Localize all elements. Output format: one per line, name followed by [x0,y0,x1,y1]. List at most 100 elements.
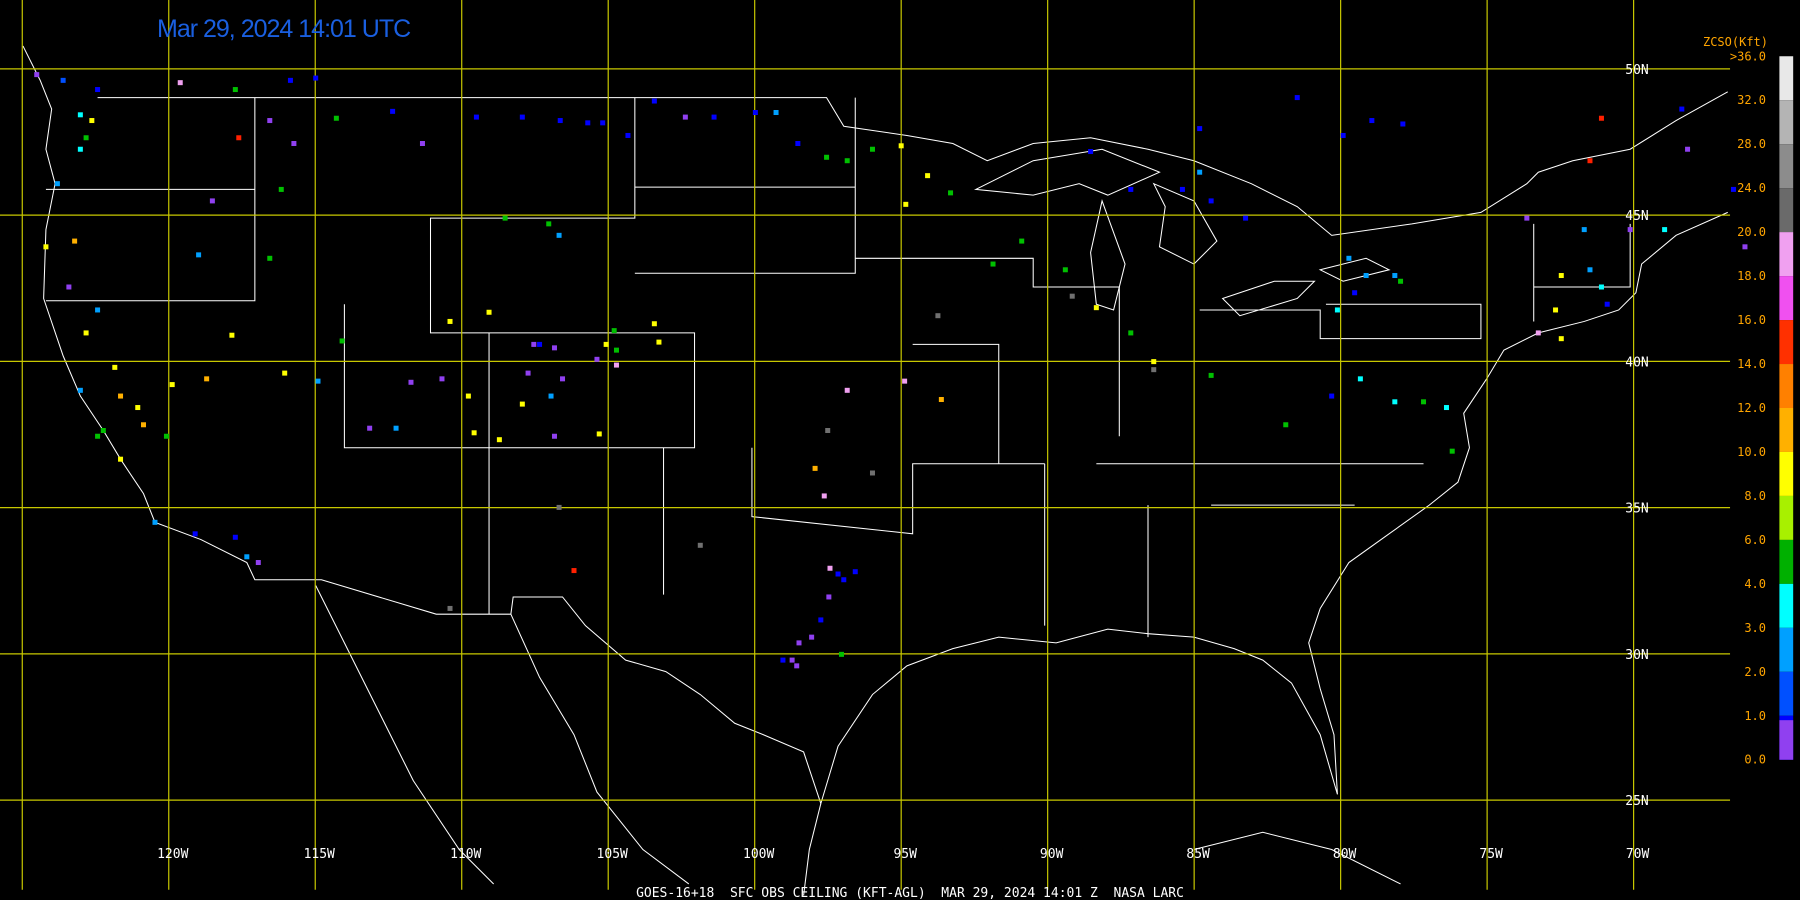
station [229,332,235,338]
station [163,433,169,439]
station [192,531,198,537]
station [1730,186,1736,192]
station [177,80,183,86]
station [519,401,525,407]
station [1587,158,1593,164]
legend-label: 2.0 [1744,665,1766,679]
station [447,318,453,324]
station [1553,307,1559,313]
station [537,341,543,347]
legend-title: ZCSO(Kft) [1703,35,1768,49]
station [835,571,841,577]
station [77,387,83,393]
station [291,141,297,146]
legend-label: 1.0 [1744,709,1766,723]
station [596,431,602,437]
station [818,617,824,623]
station [1443,405,1449,411]
station [54,181,60,187]
station [925,173,931,179]
station [902,378,908,384]
station [525,370,531,376]
station [408,379,414,385]
station [496,437,502,443]
station [752,110,758,116]
latitude-label: 35N [1625,502,1648,517]
station [625,132,631,138]
station [1179,186,1185,192]
station [72,238,78,244]
station [838,651,844,657]
station [826,594,832,600]
station [551,345,557,351]
longitude-label: 120W [157,847,188,862]
legend-swatch [1779,583,1794,628]
station [935,313,941,319]
station [697,542,703,548]
station [118,456,124,462]
station [1598,284,1604,290]
station [267,255,273,261]
map-title: Mar 29, 2024 14:01 UTC [157,15,411,43]
station [809,634,815,640]
station [990,261,996,267]
legend-swatch [1779,320,1794,365]
station [611,328,617,334]
legend: ZCSO(Kft)>36.0 32.0 28.0 24.0 20.0 18.0 16.0 14… [1703,35,1794,767]
station [556,232,562,238]
station [1685,146,1691,152]
longitude-label: 80W [1333,847,1357,862]
station [1357,376,1363,382]
station [1535,330,1541,336]
station [95,307,101,313]
station [313,75,319,81]
station [465,393,471,399]
station [1243,215,1249,221]
station [560,376,566,382]
station [938,397,944,403]
station [1283,422,1289,428]
station [1069,293,1075,299]
longitude-label: 105W [597,847,628,862]
map-layer [22,45,1728,896]
station [594,356,600,362]
station [903,201,909,207]
station [77,146,83,152]
station [1093,305,1099,311]
station [393,425,399,431]
station [439,376,445,382]
station [209,198,215,204]
station [548,393,554,399]
station [278,186,284,192]
station [1398,278,1404,284]
longitude-label: 115W [304,847,335,862]
station [795,141,801,146]
legend-label: 0.0 [1744,753,1766,767]
latitude-label: 25N [1625,794,1648,809]
station [196,252,202,258]
legend-swatch [1779,188,1794,233]
station [447,605,453,611]
state-lines [45,97,1631,638]
station [1346,255,1352,261]
station [502,215,508,221]
longitude-label: 90W [1040,847,1064,862]
station [519,114,525,120]
station [43,244,49,250]
station [613,347,619,353]
station [1019,238,1025,244]
station [1128,330,1134,336]
station [333,115,339,121]
legend-swatch [1779,539,1794,584]
station [1524,215,1530,221]
mexico-coast [315,585,1401,896]
station [1627,227,1633,233]
station [390,108,396,114]
station [773,110,779,116]
longitude-label: 70W [1626,847,1650,862]
legend-label: 32.0 [1737,93,1766,107]
station [83,330,89,336]
